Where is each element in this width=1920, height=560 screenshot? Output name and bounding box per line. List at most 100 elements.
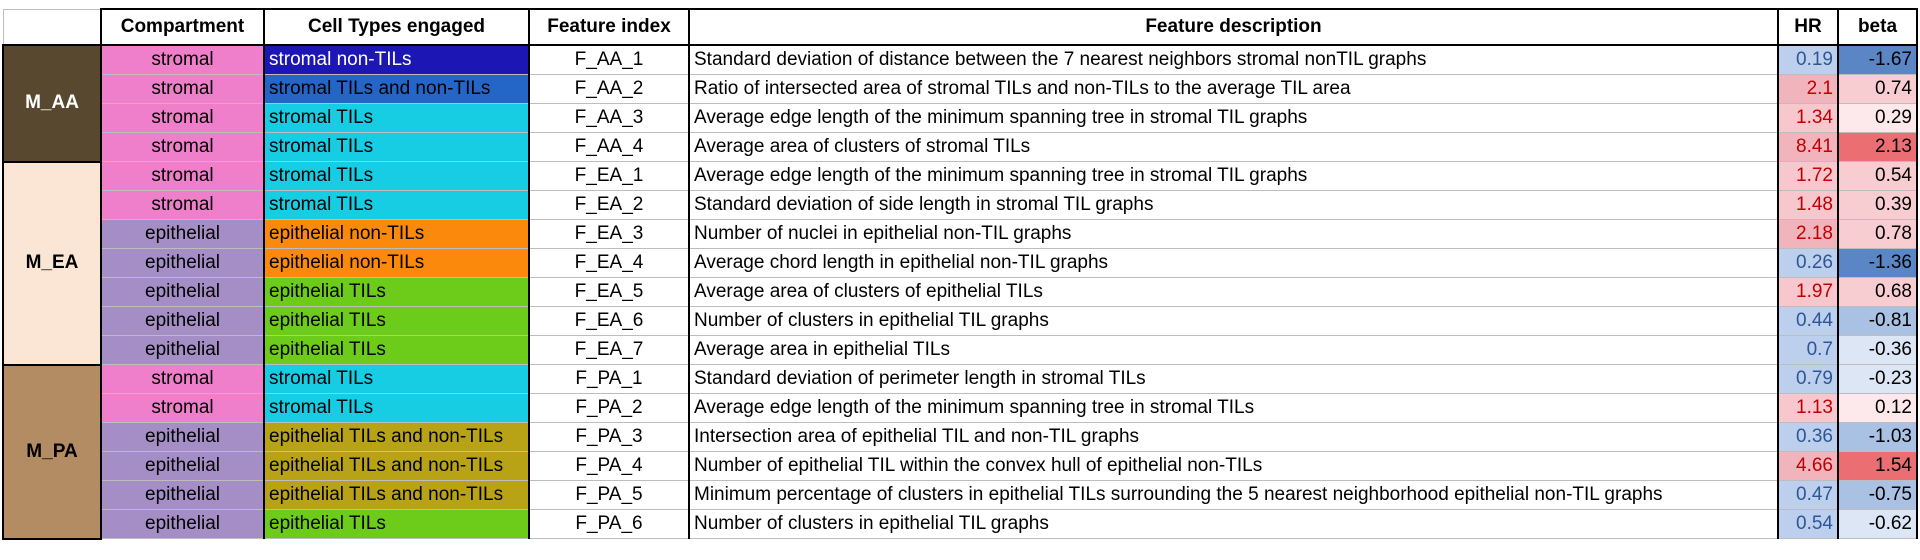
cell-types-cell[interactable]: epithelial TILs and non-TILs: [263, 422, 530, 452]
feature-index-cell[interactable]: F_PA_5: [528, 480, 690, 510]
feature-description-cell[interactable]: Number of clusters in epithelial TIL gra…: [688, 509, 1779, 539]
feature-index-cell[interactable]: F_AA_3: [528, 103, 690, 133]
compartment-cell[interactable]: stromal: [100, 132, 265, 162]
compartment-cell[interactable]: epithelial: [100, 248, 265, 278]
feature-description-cell[interactable]: Number of nuclei in epithelial non-TIL g…: [688, 219, 1779, 249]
cell-types-cell[interactable]: stromal TILs: [263, 132, 530, 162]
feature-description-cell[interactable]: Average edge length of the minimum spann…: [688, 393, 1779, 423]
hr-cell[interactable]: 4.66: [1777, 451, 1839, 481]
beta-cell[interactable]: 0.68: [1837, 277, 1918, 307]
hr-cell[interactable]: 0.26: [1777, 248, 1839, 278]
feature-index-cell[interactable]: F_PA_6: [528, 509, 690, 539]
cell-types-cell[interactable]: stromal non-TILs: [263, 44, 530, 75]
beta-cell[interactable]: 0.54: [1837, 161, 1918, 191]
beta-cell[interactable]: -1.67: [1837, 44, 1918, 75]
beta-cell[interactable]: -1.03: [1837, 422, 1918, 452]
cell-types-cell[interactable]: epithelial TILs and non-TILs: [263, 451, 530, 481]
beta-cell[interactable]: 1.54: [1837, 451, 1918, 481]
header-feature-description[interactable]: Feature description: [688, 8, 1779, 46]
model-label[interactable]: M_AA: [2, 44, 102, 163]
beta-cell[interactable]: -0.36: [1837, 335, 1918, 365]
hr-cell[interactable]: 0.36: [1777, 422, 1839, 452]
cell-types-cell[interactable]: epithelial TILs: [263, 509, 530, 539]
feature-index-cell[interactable]: F_EA_1: [528, 161, 690, 191]
feature-index-cell[interactable]: F_PA_1: [528, 364, 690, 394]
hr-cell[interactable]: 0.19: [1777, 44, 1839, 75]
cell-types-cell[interactable]: epithelial TILs: [263, 335, 530, 365]
compartment-cell[interactable]: stromal: [100, 44, 265, 75]
compartment-cell[interactable]: epithelial: [100, 277, 265, 307]
hr-cell[interactable]: 8.41: [1777, 132, 1839, 162]
hr-cell[interactable]: 1.48: [1777, 190, 1839, 220]
feature-index-cell[interactable]: F_PA_3: [528, 422, 690, 452]
feature-index-cell[interactable]: F_EA_2: [528, 190, 690, 220]
feature-description-cell[interactable]: Average area of clusters of stromal TILs: [688, 132, 1779, 162]
feature-description-cell[interactable]: Number of epithelial TIL within the conv…: [688, 451, 1779, 481]
compartment-cell[interactable]: stromal: [100, 161, 265, 191]
feature-description-cell[interactable]: Average chord length in epithelial non-T…: [688, 248, 1779, 278]
hr-cell[interactable]: 0.44: [1777, 306, 1839, 336]
feature-index-cell[interactable]: F_PA_2: [528, 393, 690, 423]
hr-cell[interactable]: 0.47: [1777, 480, 1839, 510]
header-cell-types[interactable]: Cell Types engaged: [263, 8, 530, 46]
feature-index-cell[interactable]: F_AA_4: [528, 132, 690, 162]
feature-description-cell[interactable]: Standard deviation of perimeter length i…: [688, 364, 1779, 394]
beta-cell[interactable]: 0.12: [1837, 393, 1918, 423]
cell-types-cell[interactable]: epithelial non-TILs: [263, 248, 530, 278]
beta-cell[interactable]: -0.81: [1837, 306, 1918, 336]
feature-index-cell[interactable]: F_EA_5: [528, 277, 690, 307]
beta-cell[interactable]: 0.39: [1837, 190, 1918, 220]
cell-types-cell[interactable]: epithelial TILs and non-TILs: [263, 480, 530, 510]
compartment-cell[interactable]: stromal: [100, 393, 265, 423]
feature-index-cell[interactable]: F_EA_6: [528, 306, 690, 336]
cell-types-cell[interactable]: stromal TILs and non-TILs: [263, 74, 530, 104]
feature-index-cell[interactable]: F_AA_1: [528, 44, 690, 75]
compartment-cell[interactable]: epithelial: [100, 335, 265, 365]
beta-cell[interactable]: 0.78: [1837, 219, 1918, 249]
beta-cell[interactable]: 0.74: [1837, 74, 1918, 104]
beta-cell[interactable]: -0.23: [1837, 364, 1918, 394]
compartment-cell[interactable]: stromal: [100, 74, 265, 104]
cell-types-cell[interactable]: epithelial TILs: [263, 277, 530, 307]
compartment-cell[interactable]: epithelial: [100, 480, 265, 510]
hr-cell[interactable]: 0.7: [1777, 335, 1839, 365]
model-label[interactable]: M_EA: [2, 160, 102, 366]
feature-index-cell[interactable]: F_EA_7: [528, 335, 690, 365]
feature-description-cell[interactable]: Minimum percentage of clusters in epithe…: [688, 480, 1779, 510]
cell-types-cell[interactable]: epithelial non-TILs: [263, 219, 530, 249]
feature-description-cell[interactable]: Average area in epithelial TILs: [688, 335, 1779, 365]
feature-description-cell[interactable]: Average edge length of the minimum spann…: [688, 161, 1779, 191]
feature-description-cell[interactable]: Average area of clusters of epithelial T…: [688, 277, 1779, 307]
header-feature-index[interactable]: Feature index: [528, 8, 690, 46]
compartment-cell[interactable]: epithelial: [100, 451, 265, 481]
header-compartment[interactable]: Compartment: [100, 8, 265, 46]
feature-index-cell[interactable]: F_PA_4: [528, 451, 690, 481]
feature-description-cell[interactable]: Standard deviation of distance between t…: [688, 44, 1779, 75]
cell-types-cell[interactable]: stromal TILs: [263, 190, 530, 220]
feature-description-cell[interactable]: Average edge length of the minimum spann…: [688, 103, 1779, 133]
compartment-cell[interactable]: stromal: [100, 364, 265, 394]
feature-description-cell[interactable]: Number of clusters in epithelial TIL gra…: [688, 306, 1779, 336]
beta-cell[interactable]: 2.13: [1837, 132, 1918, 162]
hr-cell[interactable]: 1.34: [1777, 103, 1839, 133]
hr-cell[interactable]: 2.1: [1777, 74, 1839, 104]
beta-cell[interactable]: -0.62: [1837, 509, 1918, 539]
header-beta[interactable]: beta: [1837, 8, 1918, 46]
hr-cell[interactable]: 1.72: [1777, 161, 1839, 191]
feature-index-cell[interactable]: F_AA_2: [528, 74, 690, 104]
compartment-cell[interactable]: stromal: [100, 190, 265, 220]
compartment-cell[interactable]: epithelial: [100, 219, 265, 249]
beta-cell[interactable]: -1.36: [1837, 248, 1918, 278]
cell-types-cell[interactable]: stromal TILs: [263, 364, 530, 394]
hr-cell[interactable]: 0.79: [1777, 364, 1839, 394]
beta-cell[interactable]: 0.29: [1837, 103, 1918, 133]
cell-types-cell[interactable]: epithelial TILs: [263, 306, 530, 336]
model-label[interactable]: M_PA: [2, 363, 102, 540]
feature-description-cell[interactable]: Intersection area of epithelial TIL and …: [688, 422, 1779, 452]
compartment-cell[interactable]: epithelial: [100, 306, 265, 336]
hr-cell[interactable]: 0.54: [1777, 509, 1839, 539]
feature-description-cell[interactable]: Standard deviation of side length in str…: [688, 190, 1779, 220]
hr-cell[interactable]: 2.18: [1777, 219, 1839, 249]
cell-types-cell[interactable]: stromal TILs: [263, 393, 530, 423]
hr-cell[interactable]: 1.13: [1777, 393, 1839, 423]
